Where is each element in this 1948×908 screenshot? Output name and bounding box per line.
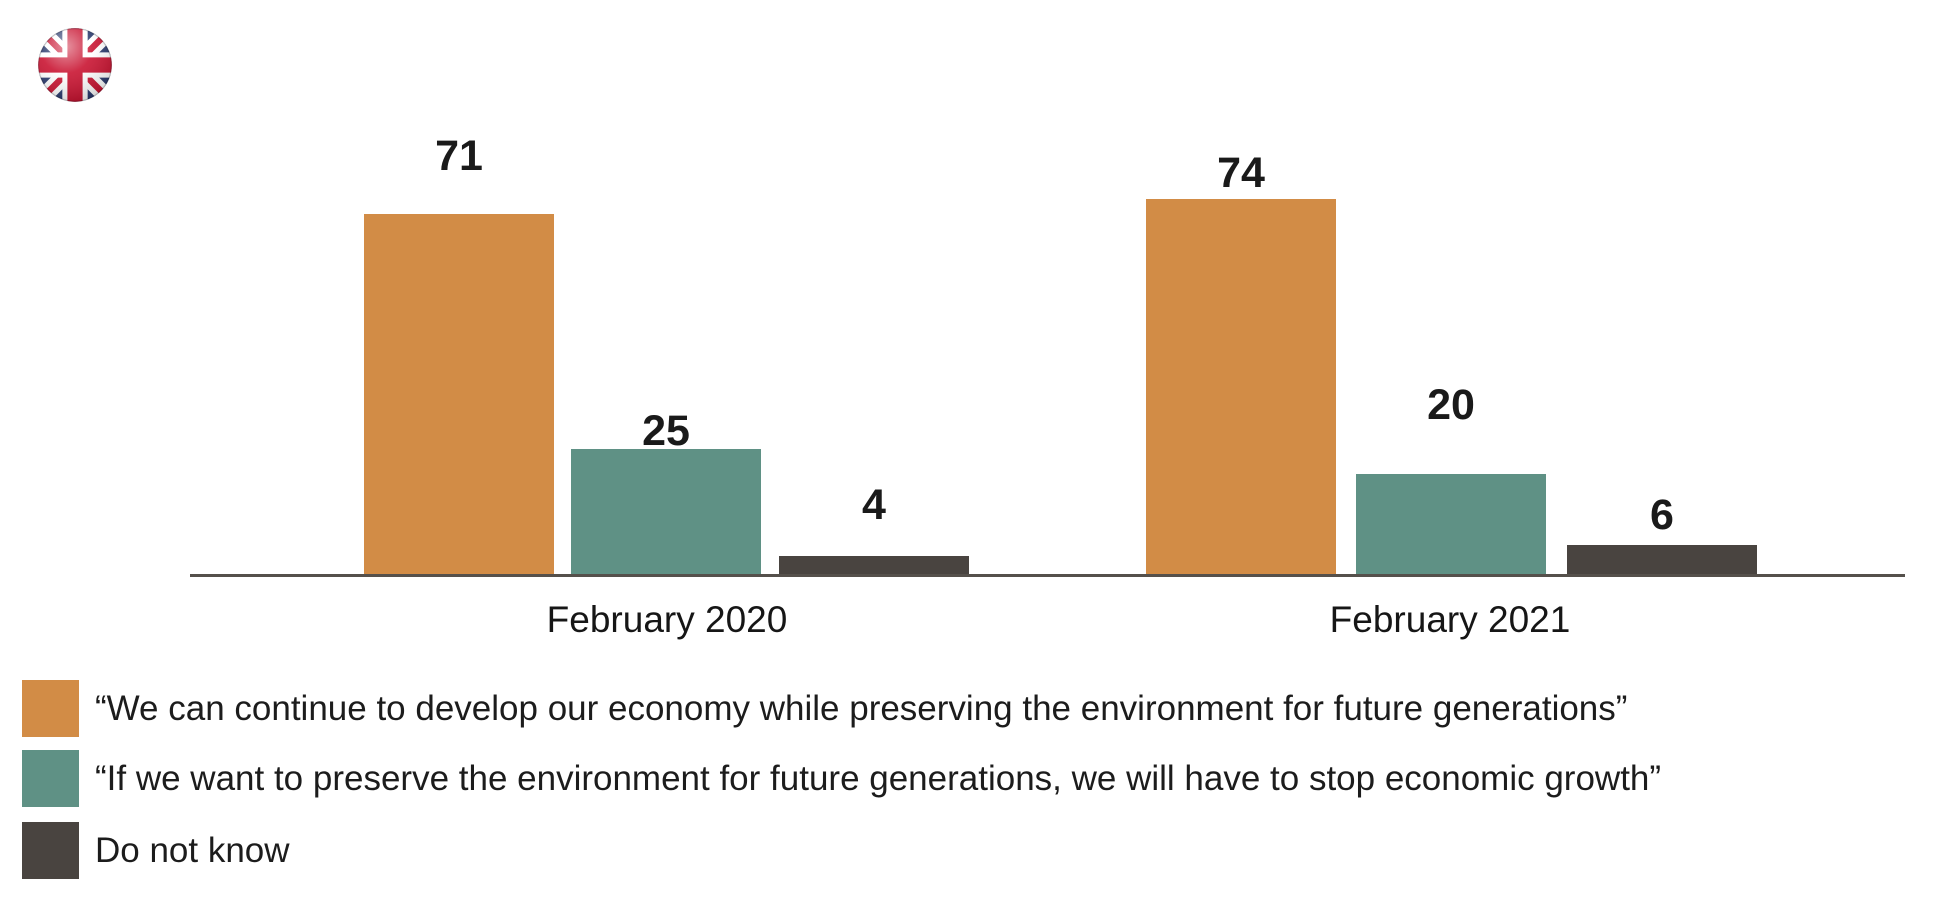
uk-flag-svg	[38, 28, 112, 102]
legend-swatch-do-not-know	[22, 822, 79, 879]
bar-group2-series3	[1567, 545, 1757, 576]
bar-group1-series1	[364, 214, 554, 576]
legend-swatch-stop-growth	[22, 750, 79, 807]
bar-value-label: 20	[1427, 381, 1475, 429]
legend-item: Do not know	[22, 822, 290, 879]
legend-swatch-develop-economy	[22, 680, 79, 737]
legend-label: Do not know	[95, 831, 290, 870]
bar-value-label: 6	[1650, 491, 1674, 539]
bar-value-label: 71	[435, 132, 483, 180]
legend-item: “If we want to preserve the environment …	[22, 750, 1661, 807]
bar-value-label: 4	[862, 481, 886, 529]
x-axis-line	[190, 574, 1905, 577]
legend-item: “We can continue to develop our economy …	[22, 680, 1627, 737]
uk-flag-icon	[37, 27, 113, 103]
bar-value-label: 25	[642, 407, 690, 455]
bar-group1-series2	[571, 449, 761, 576]
legend-label: “If we want to preserve the environment …	[95, 759, 1662, 798]
bar-group2-series1	[1146, 199, 1336, 576]
bar-value-label: 74	[1217, 149, 1265, 197]
bar-group1-series3	[779, 556, 969, 576]
bar-group2-series2	[1356, 474, 1546, 576]
legend-label: “We can continue to develop our economy …	[95, 689, 1628, 728]
category-label: February 2020	[546, 599, 788, 640]
category-label: February 2021	[1329, 599, 1571, 640]
